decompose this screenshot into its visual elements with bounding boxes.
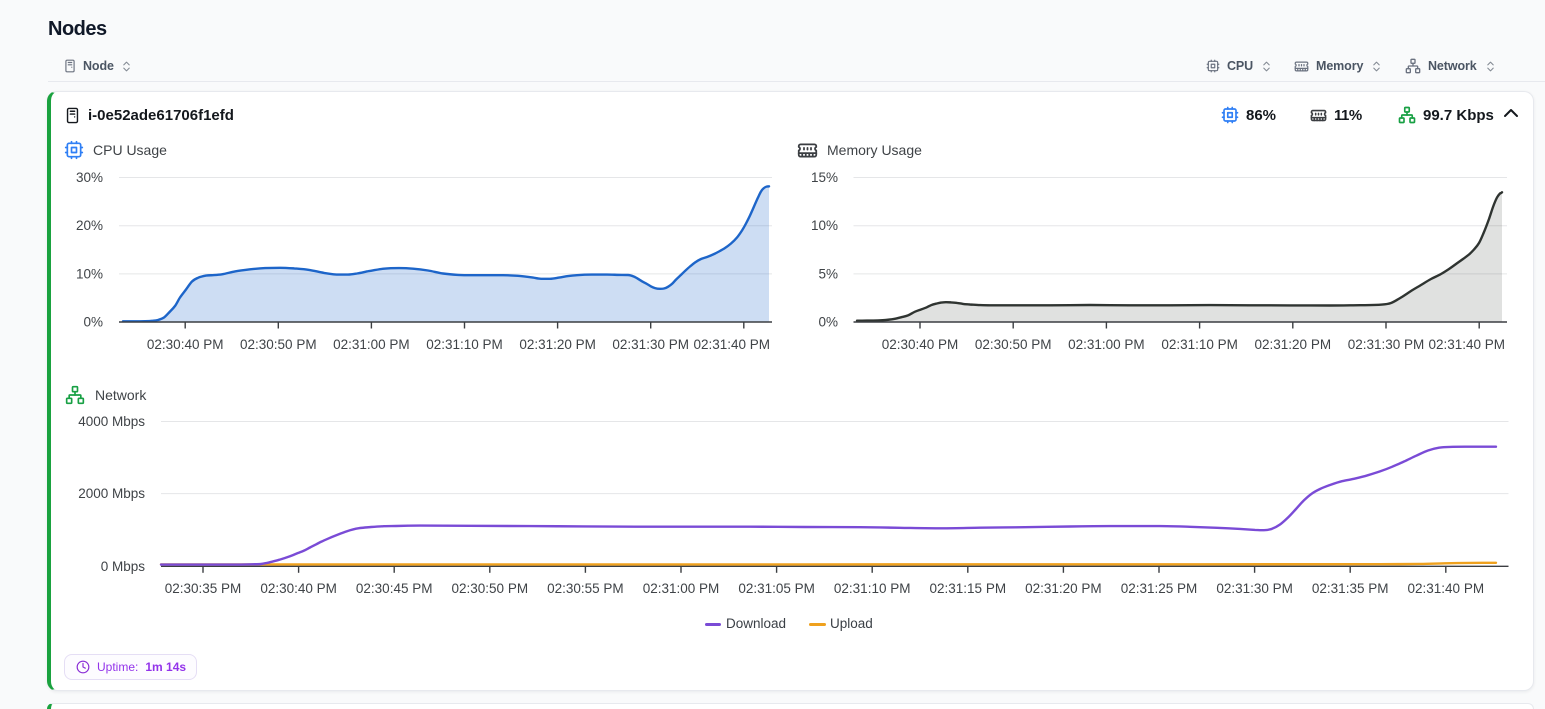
svg-text:10%: 10% [811, 218, 838, 233]
svg-text:5%: 5% [818, 266, 838, 281]
svg-text:02:31:00 PM: 02:31:00 PM [1068, 337, 1145, 352]
svg-text:02:31:20 PM: 02:31:20 PM [1255, 337, 1332, 352]
svg-text:10%: 10% [76, 266, 103, 281]
svg-text:0 Mbps: 0 Mbps [101, 559, 146, 574]
svg-text:02:31:20 PM: 02:31:20 PM [1025, 581, 1102, 596]
svg-text:02:31:10 PM: 02:31:10 PM [1161, 337, 1238, 352]
svg-text:02:31:15 PM: 02:31:15 PM [930, 581, 1007, 596]
svg-text:02:31:05 PM: 02:31:05 PM [738, 581, 815, 596]
svg-text:15%: 15% [811, 170, 838, 185]
svg-text:20%: 20% [76, 218, 103, 233]
svg-text:02:30:55 PM: 02:30:55 PM [547, 581, 624, 596]
svg-text:02:30:40 PM: 02:30:40 PM [260, 581, 337, 596]
svg-text:02:30:40 PM: 02:30:40 PM [882, 337, 959, 352]
svg-text:02:31:30 PM: 02:31:30 PM [1348, 337, 1425, 352]
svg-text:02:30:40 PM: 02:30:40 PM [147, 337, 224, 352]
svg-text:02:31:30 PM: 02:31:30 PM [1216, 581, 1293, 596]
svg-text:02:30:50 PM: 02:30:50 PM [240, 337, 317, 352]
svg-text:02:31:35 PM: 02:31:35 PM [1312, 581, 1389, 596]
svg-text:2000 Mbps: 2000 Mbps [78, 486, 145, 501]
svg-text:02:30:50 PM: 02:30:50 PM [975, 337, 1052, 352]
svg-text:02:31:40 PM: 02:31:40 PM [1408, 581, 1485, 596]
svg-text:02:31:00 PM: 02:31:00 PM [643, 581, 720, 596]
svg-text:02:31:20 PM: 02:31:20 PM [519, 337, 596, 352]
svg-text:02:30:35 PM: 02:30:35 PM [165, 581, 242, 596]
svg-text:0%: 0% [83, 315, 103, 330]
svg-text:02:31:40 PM: 02:31:40 PM [693, 337, 770, 352]
svg-text:0%: 0% [818, 315, 838, 330]
svg-text:02:31:00 PM: 02:31:00 PM [333, 337, 410, 352]
svg-text:02:31:30 PM: 02:31:30 PM [612, 337, 689, 352]
svg-text:02:30:45 PM: 02:30:45 PM [356, 581, 433, 596]
svg-text:02:31:40 PM: 02:31:40 PM [1428, 337, 1505, 352]
svg-text:02:31:25 PM: 02:31:25 PM [1121, 581, 1198, 596]
svg-text:02:31:10 PM: 02:31:10 PM [834, 581, 911, 596]
svg-text:02:31:10 PM: 02:31:10 PM [426, 337, 503, 352]
svg-text:30%: 30% [76, 170, 103, 185]
svg-text:4000 Mbps: 4000 Mbps [78, 414, 145, 429]
svg-text:02:30:50 PM: 02:30:50 PM [452, 581, 529, 596]
